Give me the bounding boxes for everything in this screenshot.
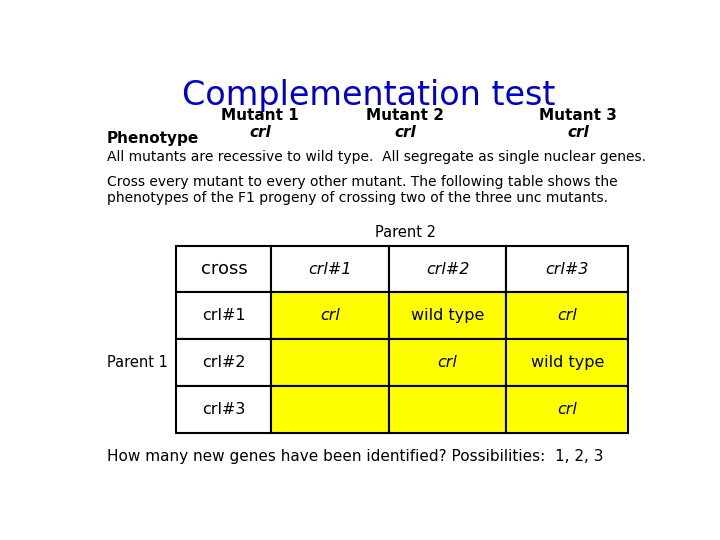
Bar <box>389 246 506 293</box>
Bar <box>271 293 389 339</box>
Bar <box>271 339 389 386</box>
Bar <box>506 246 629 293</box>
Text: How many new genes have been identified? Possibilities:  1, 2, 3: How many new genes have been identified?… <box>107 449 603 464</box>
Bar <box>389 339 506 386</box>
Text: wild type: wild type <box>531 355 604 370</box>
Text: Parent 1: Parent 1 <box>107 355 168 370</box>
Text: crl: crl <box>557 308 577 323</box>
Text: All mutants are recessive to wild type.  All segregate as single nuclear genes.: All mutants are recessive to wild type. … <box>107 150 646 164</box>
Text: crl#3: crl#3 <box>202 402 246 417</box>
Bar <box>506 339 629 386</box>
Text: crl#2: crl#2 <box>202 355 246 370</box>
Bar <box>506 293 629 339</box>
Bar <box>271 386 389 433</box>
Bar <box>506 386 629 433</box>
Bar <box>271 246 389 293</box>
Text: crl#1: crl#1 <box>202 308 246 323</box>
Text: crl: crl <box>320 308 340 323</box>
Text: Mutant 3: Mutant 3 <box>539 109 617 124</box>
Text: crl: crl <box>557 402 577 417</box>
Text: Mutant 1: Mutant 1 <box>221 109 299 124</box>
Text: Mutant 2: Mutant 2 <box>366 109 444 124</box>
Text: crl: crl <box>249 125 271 140</box>
Text: crl#1: crl#1 <box>308 261 352 276</box>
Text: crl#3: crl#3 <box>546 261 589 276</box>
Text: crl: crl <box>438 355 458 370</box>
Text: Cross every mutant to every other mutant. The following table shows the
phenotyp: Cross every mutant to every other mutant… <box>107 175 617 205</box>
Text: cross: cross <box>201 260 248 278</box>
Text: Phenotype: Phenotype <box>107 131 199 146</box>
Bar <box>176 246 271 293</box>
Bar <box>389 386 506 433</box>
Text: crl: crl <box>567 125 589 140</box>
Text: Parent 2: Parent 2 <box>375 225 436 240</box>
Text: crl: crl <box>395 125 416 140</box>
Text: Complementation test: Complementation test <box>182 79 556 112</box>
Bar <box>389 293 506 339</box>
Text: crl#2: crl#2 <box>426 261 469 276</box>
Text: wild type: wild type <box>411 308 485 323</box>
Bar <box>176 386 271 433</box>
Bar <box>176 339 271 386</box>
Bar <box>176 293 271 339</box>
